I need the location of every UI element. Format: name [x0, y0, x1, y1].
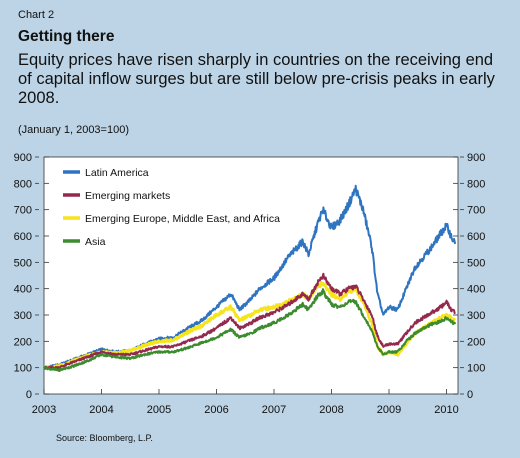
legend-label: Asia	[85, 236, 106, 248]
y-tick-label-left: 800	[14, 178, 32, 190]
x-tick-label: 2010	[434, 404, 458, 416]
y-tick-label-right: 400	[467, 284, 485, 296]
x-tick-label: 2004	[89, 404, 113, 416]
unit-note: (January 1, 2003=100)	[18, 124, 129, 136]
legend: Latin America Emerging markets Emerging Eu…	[63, 167, 280, 248]
legend-label: Emerging Europe, Middle East, and Africa	[85, 213, 280, 225]
y-tick-label-right: 900	[467, 152, 485, 164]
series-line-asia	[43, 288, 457, 372]
legend-label: Latin America	[85, 167, 149, 179]
y-tick-label-right: 500	[467, 257, 485, 269]
chart-title: Getting there	[18, 28, 115, 45]
series-line-emerging-markets	[43, 272, 456, 370]
axes: 0 0 100 100 200 200 300 300 400 400 500 500 600 600 70…	[14, 152, 486, 416]
series-line-latin-america	[43, 184, 457, 369]
chart-subtitle: Equity prices have risen sharply in coun…	[18, 51, 495, 107]
x-tick-label: 2009	[377, 404, 401, 416]
y-tick-label-left: 100	[14, 363, 32, 375]
x-tick-label: 2006	[204, 404, 228, 416]
y-tick-label-left: 900	[14, 152, 32, 164]
x-tick-label: 2008	[319, 404, 343, 416]
x-tick-label: 2007	[262, 404, 286, 416]
y-tick-label-left: 700	[14, 205, 32, 217]
x-tick-label: 2003	[32, 404, 56, 416]
y-tick-label-right: 600	[467, 231, 485, 243]
y-tick-label-right: 300	[467, 310, 485, 322]
y-tick-label-right: 700	[467, 205, 485, 217]
y-tick-label-right: 0	[467, 389, 473, 401]
y-tick-label-left: 500	[14, 257, 32, 269]
x-tick-label: 2005	[147, 404, 171, 416]
y-tick-label-left: 0	[26, 389, 32, 401]
y-tick-label-left: 600	[14, 231, 32, 243]
y-tick-label-right: 800	[467, 178, 485, 190]
y-tick-label-left: 300	[14, 310, 32, 322]
chart-label: Chart 2	[18, 9, 55, 21]
legend-label: Emerging markets	[85, 190, 170, 202]
y-tick-label-right: 200	[467, 336, 485, 348]
y-tick-label-right: 100	[467, 363, 485, 375]
y-tick-label-left: 200	[14, 336, 32, 348]
y-tick-label-left: 400	[14, 284, 32, 296]
source-note: Source: Bloomberg, L.P.	[56, 433, 153, 443]
series-lines	[43, 184, 457, 372]
